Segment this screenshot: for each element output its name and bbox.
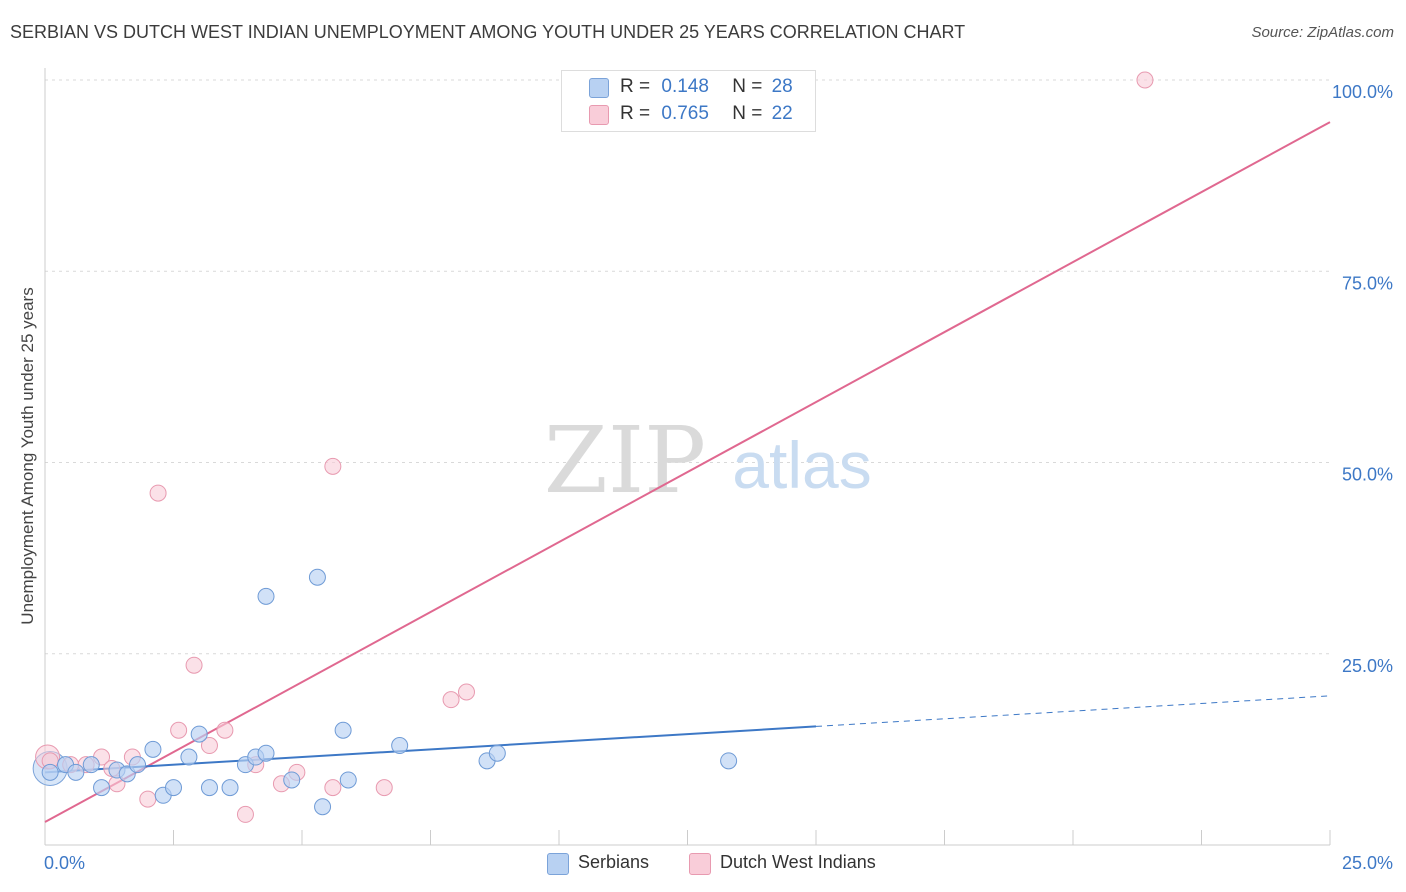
serbians-point: [82, 756, 100, 774]
chart-title: SERBIAN VS DUTCH WEST INDIAN UNEMPLOYMEN…: [10, 22, 966, 42]
dutch-point: [324, 779, 342, 797]
dutch-point: [1136, 71, 1154, 89]
dutch-n-label: N =: [732, 103, 763, 124]
dutch-trend-line: [44, 121, 1331, 823]
watermark-zip: ZIP: [544, 407, 706, 514]
dutch-point: [375, 779, 393, 797]
y-tick-label: 75.0%: [1342, 273, 1393, 293]
dutch-point: [200, 737, 218, 755]
dutch-legend-row: R = 0.765 N = 22: [620, 103, 793, 125]
y-tick-label: 25.0%: [1342, 656, 1393, 676]
dutch-point: [139, 790, 157, 808]
dutch-n-value: 22: [771, 103, 793, 124]
serbians-r-label: R =: [620, 76, 651, 97]
serbians-point: [144, 740, 162, 758]
dutch-r-label: R =: [620, 103, 651, 124]
tick-labels: 25.0% 50.0% 75.0% 100.0% 0.0% 25.0%: [44, 82, 1393, 873]
legend-dutch-label: Dutch West Indians: [720, 852, 876, 872]
serbians-point: [200, 779, 218, 797]
legend-serbians-label: Serbians: [578, 852, 650, 872]
dutch-point: [170, 721, 188, 739]
serbians-point: [190, 725, 208, 743]
dutch-point: [236, 805, 254, 823]
serbians-point: [67, 763, 85, 781]
serbians-point: [308, 568, 326, 586]
serbians-point: [334, 721, 352, 739]
dutch-point: [216, 721, 234, 739]
serbians-point: [129, 756, 147, 774]
watermark: ZIP atlas: [544, 407, 872, 514]
serbians-trend-line: [44, 725, 817, 774]
serbians-trend-extension: [815, 695, 1331, 727]
serbians-point: [339, 771, 357, 789]
dutch-r-value: 0.765: [661, 103, 709, 124]
axes: [44, 68, 1331, 846]
gridlines: [45, 79, 1330, 655]
serbians-point: [93, 779, 111, 797]
y-tick-label: 50.0%: [1342, 465, 1393, 485]
x-tick-label: 25.0%: [1342, 853, 1393, 873]
dutch-point: [442, 691, 460, 709]
y-tick-label: 100.0%: [1332, 82, 1393, 102]
serbians-point: [283, 771, 301, 789]
serbians-point: [180, 748, 198, 766]
serbians-swatch: [589, 78, 609, 98]
serbians-legend-row: R = 0.148 N = 28: [620, 76, 793, 98]
serbians-point: [488, 744, 506, 762]
source-label: Source: ZipAtlas.com: [1251, 24, 1394, 41]
legend-serbians-swatch: [547, 853, 569, 875]
watermark-atlas: atlas: [732, 428, 871, 502]
serbians-point: [165, 779, 182, 797]
serbians-point: [314, 798, 332, 816]
serbians-n-value: 28: [771, 76, 793, 97]
dutch-swatch: [589, 105, 609, 125]
serbians-point: [221, 779, 239, 797]
trend-lines: [44, 121, 1331, 823]
x-tick-label: 0.0%: [44, 853, 85, 873]
correlation-legend: R = 0.148 N = 28 R = 0.765 N = 22: [561, 70, 816, 132]
serbians-point: [41, 763, 59, 781]
dutch-point: [149, 484, 167, 502]
serbians-point: [257, 587, 275, 605]
serbians-point: [257, 744, 275, 762]
serbians-n-label: N =: [732, 76, 763, 97]
dutch-point: [185, 656, 203, 674]
serbians-r-value: 0.148: [661, 76, 709, 97]
dutch-point: [457, 683, 475, 701]
serbians-point: [720, 752, 738, 770]
dutch-point: [324, 457, 342, 475]
serbians-point: [391, 737, 409, 755]
legend-dutch-swatch: [689, 853, 711, 875]
data-points: [32, 71, 1154, 823]
